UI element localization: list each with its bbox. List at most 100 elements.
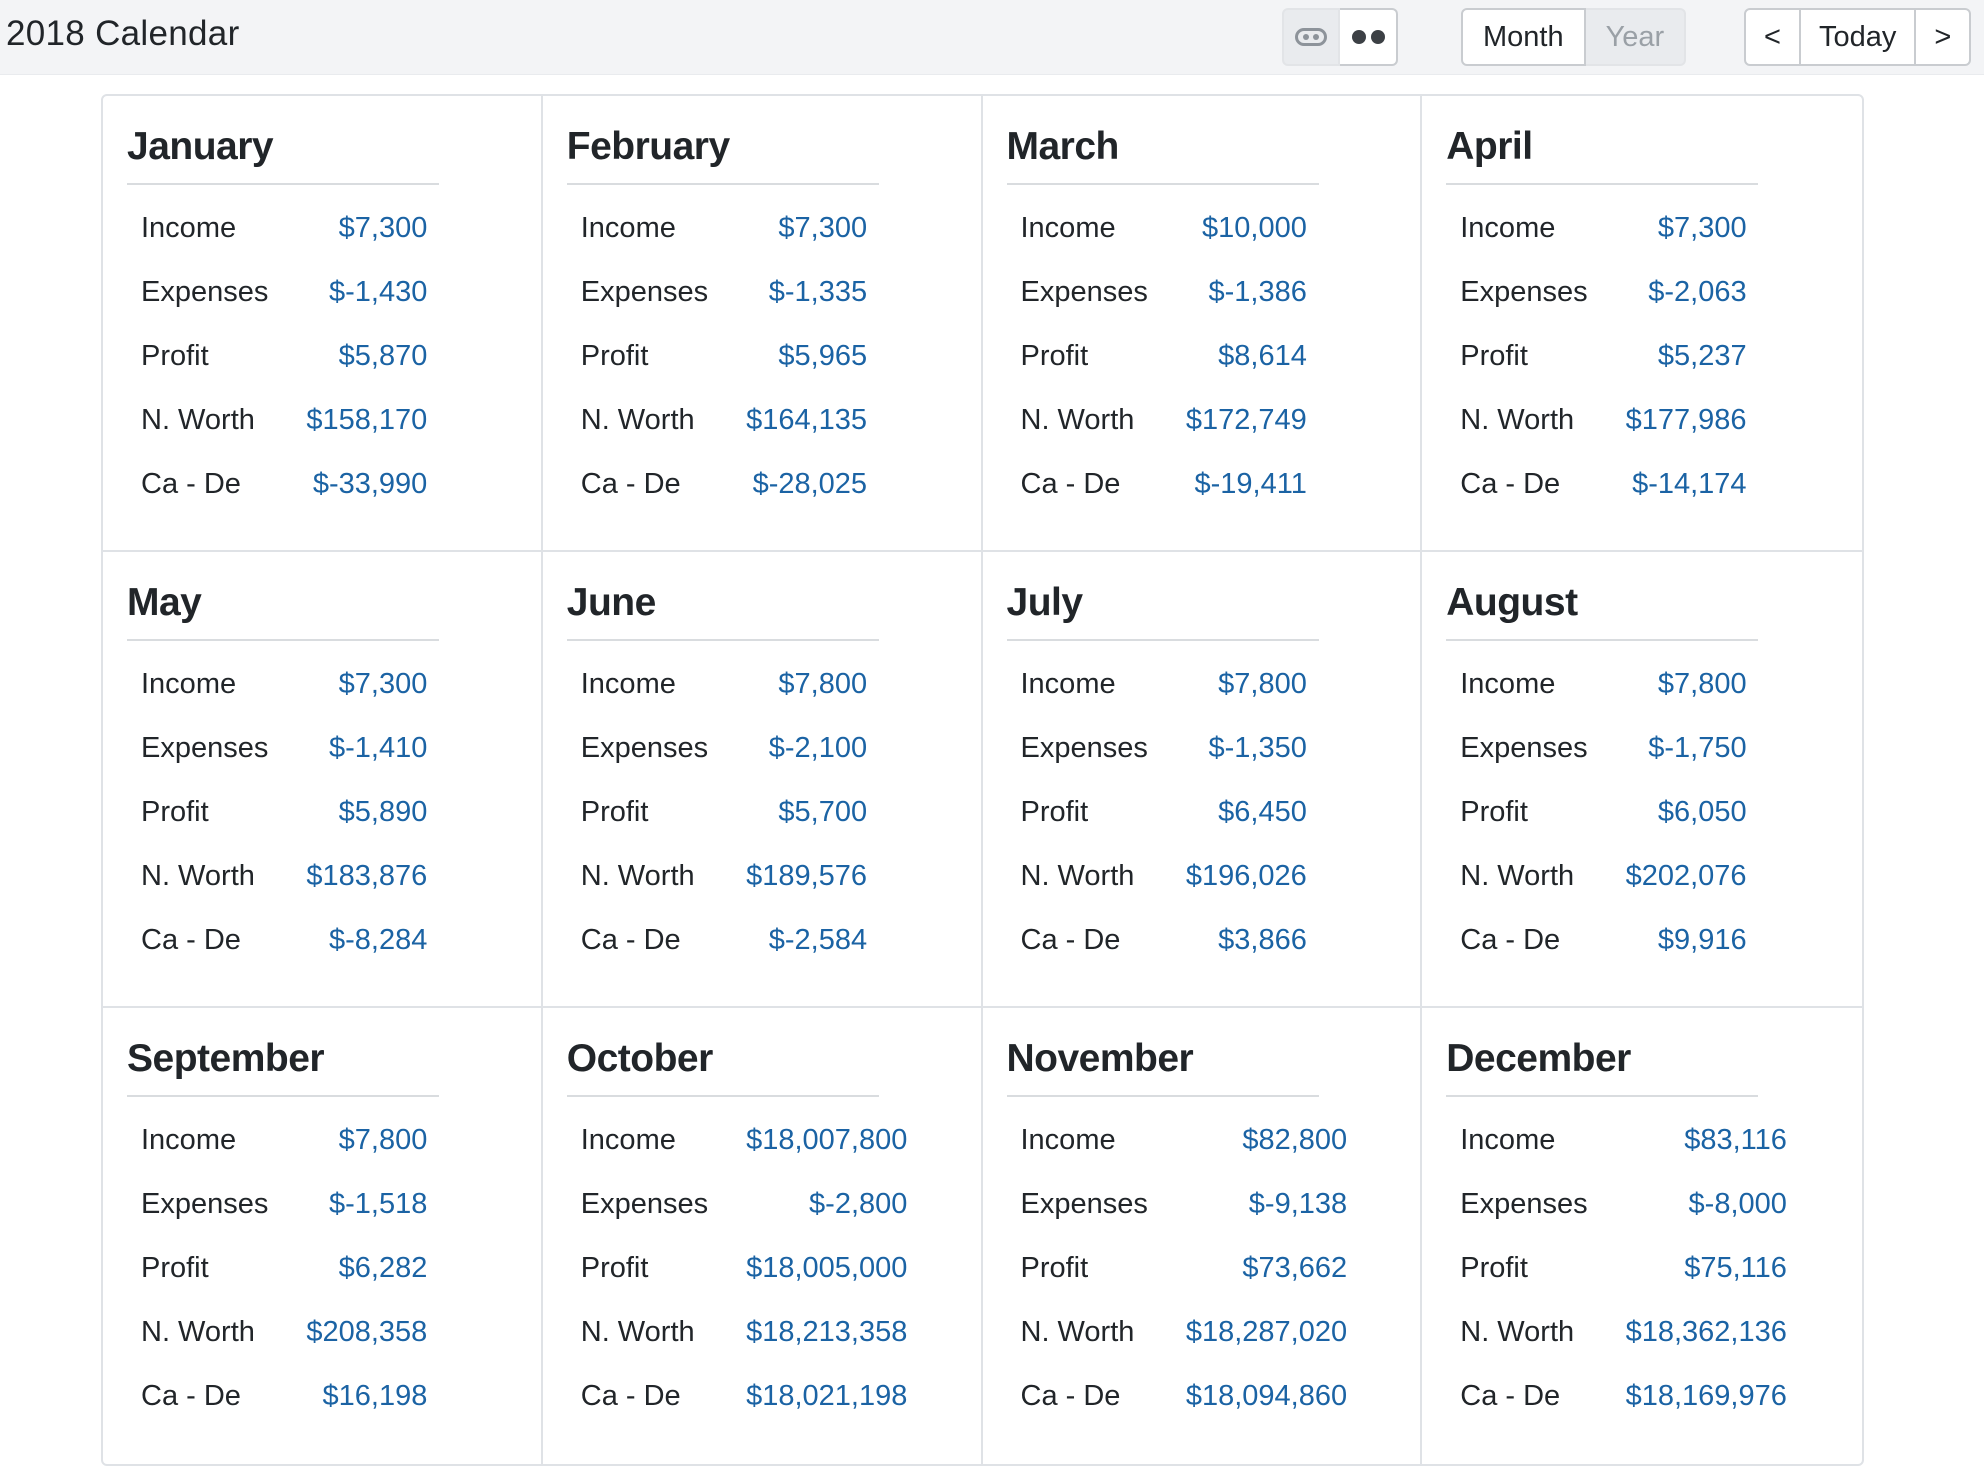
stat-label-income: Income (580, 668, 676, 701)
stat-row-cash-debt: Ca - De $-2,584 (567, 909, 881, 973)
stat-row-income: Income $83,116 (1446, 1109, 1801, 1173)
stat-value-income: $83,116 (1684, 1124, 1787, 1157)
stat-label-profit: Profit (1460, 340, 1528, 373)
month-view-button[interactable]: Month (1461, 8, 1586, 66)
stat-value-net-worth: $18,213,358 (746, 1316, 908, 1349)
stat-value-cash-debt: $-33,990 (312, 468, 428, 501)
month-card-october[interactable]: October Income $18,007,800 Expenses $-2,800 P… (543, 1008, 983, 1464)
stat-label-cash-debt: Ca - De (1020, 924, 1121, 957)
stat-value-profit: $8,614 (1218, 340, 1307, 373)
stat-label-net-worth: N. Worth (1020, 860, 1135, 893)
stat-label-expenses: Expenses (580, 1188, 709, 1221)
stat-label-profit: Profit (1460, 796, 1528, 829)
stat-label-profit: Profit (580, 796, 649, 829)
month-card-september[interactable]: September Income $7,800 Expenses $-1,518 Prof… (103, 1008, 543, 1464)
stat-row-net-worth: N. Worth $18,287,020 (1007, 1301, 1362, 1365)
stat-value-profit: $5,870 (338, 340, 428, 373)
month-title: March (1006, 125, 1319, 185)
stat-label-profit: Profit (1460, 1252, 1528, 1285)
stat-value-profit: $18,005,000 (746, 1252, 908, 1285)
stat-label-income: Income (1460, 1124, 1556, 1157)
month-card-december[interactable]: December Income $83,116 Expenses $-8,000 Prof… (1422, 1008, 1862, 1464)
month-card-february[interactable]: February Income $7,300 Expenses $-1,335 Profi… (542, 96, 983, 552)
today-button[interactable]: Today (1800, 8, 1917, 66)
month-card-april[interactable]: April Income $7,300 Expenses $-2,063 Profit $5… (1422, 96, 1862, 552)
month-title: August (1446, 581, 1759, 641)
stat-label-cash-debt: Ca - De (1460, 924, 1561, 957)
stat-row-expenses: Expenses $-9,138 (1007, 1173, 1362, 1237)
stat-row-expenses: Expenses $-2,100 (567, 717, 881, 781)
stat-value-net-worth: $177,986 (1625, 404, 1747, 437)
stat-row-net-worth: N. Worth $172,749 (1007, 389, 1321, 453)
stat-value-expenses: $-2,800 (809, 1188, 908, 1221)
month-card-march[interactable]: March Income $10,000 Expenses $-1,386 Profit $… (982, 96, 1423, 552)
stat-label-expenses: Expenses (580, 732, 709, 765)
year-view-button[interactable]: Year (1585, 8, 1687, 66)
stat-label-net-worth: N. Worth (1460, 404, 1575, 437)
stat-value-net-worth: $208,358 (306, 1316, 428, 1349)
stat-row-income: Income $18,007,800 (567, 1109, 922, 1173)
stat-row-net-worth: N. Worth $158,170 (127, 389, 441, 453)
month-stats: Income $7,800 Expenses $-1,750 Profit $6,050 N… (1446, 653, 1760, 973)
stat-value-profit: $6,282 (338, 1252, 428, 1285)
month-card-august[interactable]: August Income $7,800 Expenses $-1,750 Profit $… (1422, 552, 1862, 1008)
stat-label-net-worth: N. Worth (580, 1316, 695, 1349)
detail-view-button[interactable] (1340, 8, 1398, 66)
next-button[interactable]: > (1916, 8, 1972, 66)
month-title: May (127, 581, 439, 641)
stat-label-profit: Profit (1020, 796, 1089, 829)
stat-value-cash-debt: $3,866 (1218, 924, 1307, 957)
stat-row-expenses: Expenses $-1,350 (1007, 717, 1321, 781)
month-card-november[interactable]: November Income $82,800 Expenses $-9,138 Prof… (983, 1008, 1423, 1464)
stat-label-net-worth: N. Worth (580, 404, 695, 437)
stat-row-expenses: Expenses $-1,335 (567, 261, 881, 325)
stat-row-cash-debt: Ca - De $-28,025 (567, 453, 881, 517)
stat-value-profit: $75,116 (1684, 1252, 1787, 1285)
stat-value-net-worth: $189,576 (746, 860, 868, 893)
stat-row-expenses: Expenses $-1,430 (127, 261, 441, 325)
stat-label-profit: Profit (1020, 340, 1089, 373)
stat-row-expenses: Expenses $-1,750 (1446, 717, 1760, 781)
month-card-january[interactable]: January Income $7,300 Expenses $-1,430 Profit… (103, 96, 543, 552)
month-card-may[interactable]: May Income $7,300 Expenses $-1,410 Profit $5,8… (103, 552, 543, 1008)
month-card-june[interactable]: June Income $7,800 Expenses $-2,100 Profit $5,… (542, 552, 983, 1008)
month-card-july[interactable]: July Income $7,800 Expenses $-1,350 Profit $6,… (982, 552, 1423, 1008)
stat-label-cash-debt: Ca - De (1020, 1380, 1121, 1413)
stat-label-cash-debt: Ca - De (580, 1380, 681, 1413)
stat-value-income: $7,800 (778, 668, 868, 701)
stat-label-net-worth: N. Worth (1460, 1316, 1575, 1349)
month-stats: Income $7,300 Expenses $-1,430 Profit $5,870 N… (127, 197, 441, 517)
previous-button[interactable]: < (1744, 8, 1801, 66)
stat-label-profit: Profit (141, 1252, 209, 1285)
stat-row-profit: Profit $73,662 (1007, 1237, 1362, 1301)
stat-row-income: Income $7,800 (1446, 653, 1760, 717)
stat-value-cash-debt: $-19,411 (1194, 468, 1307, 501)
stat-value-net-worth: $172,749 (1185, 404, 1307, 437)
stat-row-expenses: Expenses $-2,800 (567, 1173, 922, 1237)
stat-label-cash-debt: Ca - De (580, 924, 681, 957)
stat-value-profit: $5,965 (778, 340, 868, 373)
stat-value-net-worth: $196,026 (1185, 860, 1307, 893)
month-title: February (566, 125, 879, 185)
month-stats: Income $18,007,800 Expenses $-2,800 Profit $1… (567, 1109, 922, 1429)
stat-row-cash-debt: Ca - De $-33,990 (127, 453, 441, 517)
stat-value-profit: $5,890 (338, 796, 428, 829)
stat-label-expenses: Expenses (141, 732, 269, 765)
month-stats: Income $7,300 Expenses $-1,410 Profit $5,890 N… (127, 653, 441, 973)
stat-value-profit: $5,700 (778, 796, 868, 829)
stat-label-expenses: Expenses (1460, 732, 1588, 765)
stat-label-net-worth: N. Worth (1020, 404, 1135, 437)
stat-label-profit: Profit (141, 340, 209, 373)
stat-label-income: Income (141, 212, 237, 245)
stat-label-income: Income (580, 1124, 676, 1157)
compact-view-button[interactable] (1282, 8, 1340, 66)
stat-row-net-worth: N. Worth $196,026 (1007, 845, 1321, 909)
stat-value-income: $7,800 (1657, 668, 1747, 701)
stat-value-net-worth: $18,287,020 (1185, 1316, 1348, 1349)
stat-row-income: Income $10,000 (1007, 197, 1321, 261)
stat-label-expenses: Expenses (141, 276, 269, 309)
stat-label-expenses: Expenses (1020, 276, 1148, 309)
stat-row-net-worth: N. Worth $189,576 (567, 845, 881, 909)
stat-label-income: Income (1020, 1124, 1116, 1157)
stat-row-cash-debt: Ca - De $18,021,198 (567, 1365, 922, 1429)
